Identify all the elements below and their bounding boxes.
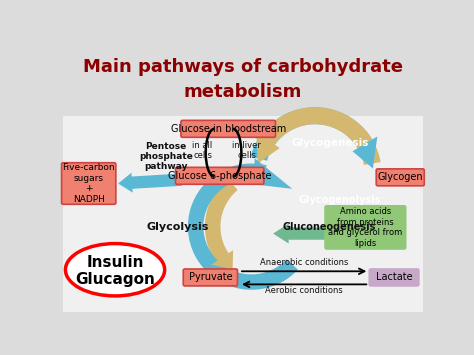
Polygon shape xyxy=(257,107,381,165)
Polygon shape xyxy=(256,131,280,163)
FancyArrow shape xyxy=(118,173,182,193)
Text: in liver
cells: in liver cells xyxy=(232,141,261,160)
Polygon shape xyxy=(251,107,376,161)
Ellipse shape xyxy=(65,244,164,296)
Text: Glycogenesis: Glycogenesis xyxy=(292,138,369,148)
Polygon shape xyxy=(188,164,298,290)
Text: Glucose in bloodstream: Glucose in bloodstream xyxy=(171,124,286,134)
FancyBboxPatch shape xyxy=(369,269,419,286)
Text: Glycogenolysis: Glycogenolysis xyxy=(299,196,381,206)
Text: Insulin: Insulin xyxy=(86,255,144,269)
Text: Glucose 6-phosphate: Glucose 6-phosphate xyxy=(168,171,272,181)
Text: Main pathways of carbohydrate: Main pathways of carbohydrate xyxy=(83,58,403,76)
Text: Aerobic conditions: Aerobic conditions xyxy=(265,286,343,295)
FancyBboxPatch shape xyxy=(63,116,423,312)
Polygon shape xyxy=(353,136,377,169)
Polygon shape xyxy=(254,158,292,189)
Polygon shape xyxy=(205,178,237,266)
FancyArrow shape xyxy=(273,224,349,244)
Text: Lactate: Lactate xyxy=(376,272,412,283)
Text: Glycolysis: Glycolysis xyxy=(146,222,209,231)
Text: Glucagon: Glucagon xyxy=(75,272,155,287)
FancyBboxPatch shape xyxy=(62,163,116,204)
FancyBboxPatch shape xyxy=(183,269,237,286)
FancyBboxPatch shape xyxy=(181,120,275,137)
Text: Five-carbon
sugars
+
NADPH: Five-carbon sugars + NADPH xyxy=(63,163,115,204)
Text: Anaerobic conditions: Anaerobic conditions xyxy=(260,258,348,267)
Text: in all
cells: in all cells xyxy=(192,141,213,160)
Text: metabolism: metabolism xyxy=(184,83,302,100)
FancyBboxPatch shape xyxy=(175,167,264,184)
Text: Gluconeogenesis: Gluconeogenesis xyxy=(282,222,375,231)
FancyBboxPatch shape xyxy=(325,206,406,249)
Text: Amino acids
from proteins
and glycerol from
lipids: Amino acids from proteins and glycerol f… xyxy=(328,207,402,247)
FancyBboxPatch shape xyxy=(376,169,424,186)
Polygon shape xyxy=(211,250,233,269)
Text: Pyruvate: Pyruvate xyxy=(189,272,232,283)
Text: Glycogen: Glycogen xyxy=(377,172,423,182)
Text: Pentose
phosphate
pathway: Pentose phosphate pathway xyxy=(139,142,193,171)
